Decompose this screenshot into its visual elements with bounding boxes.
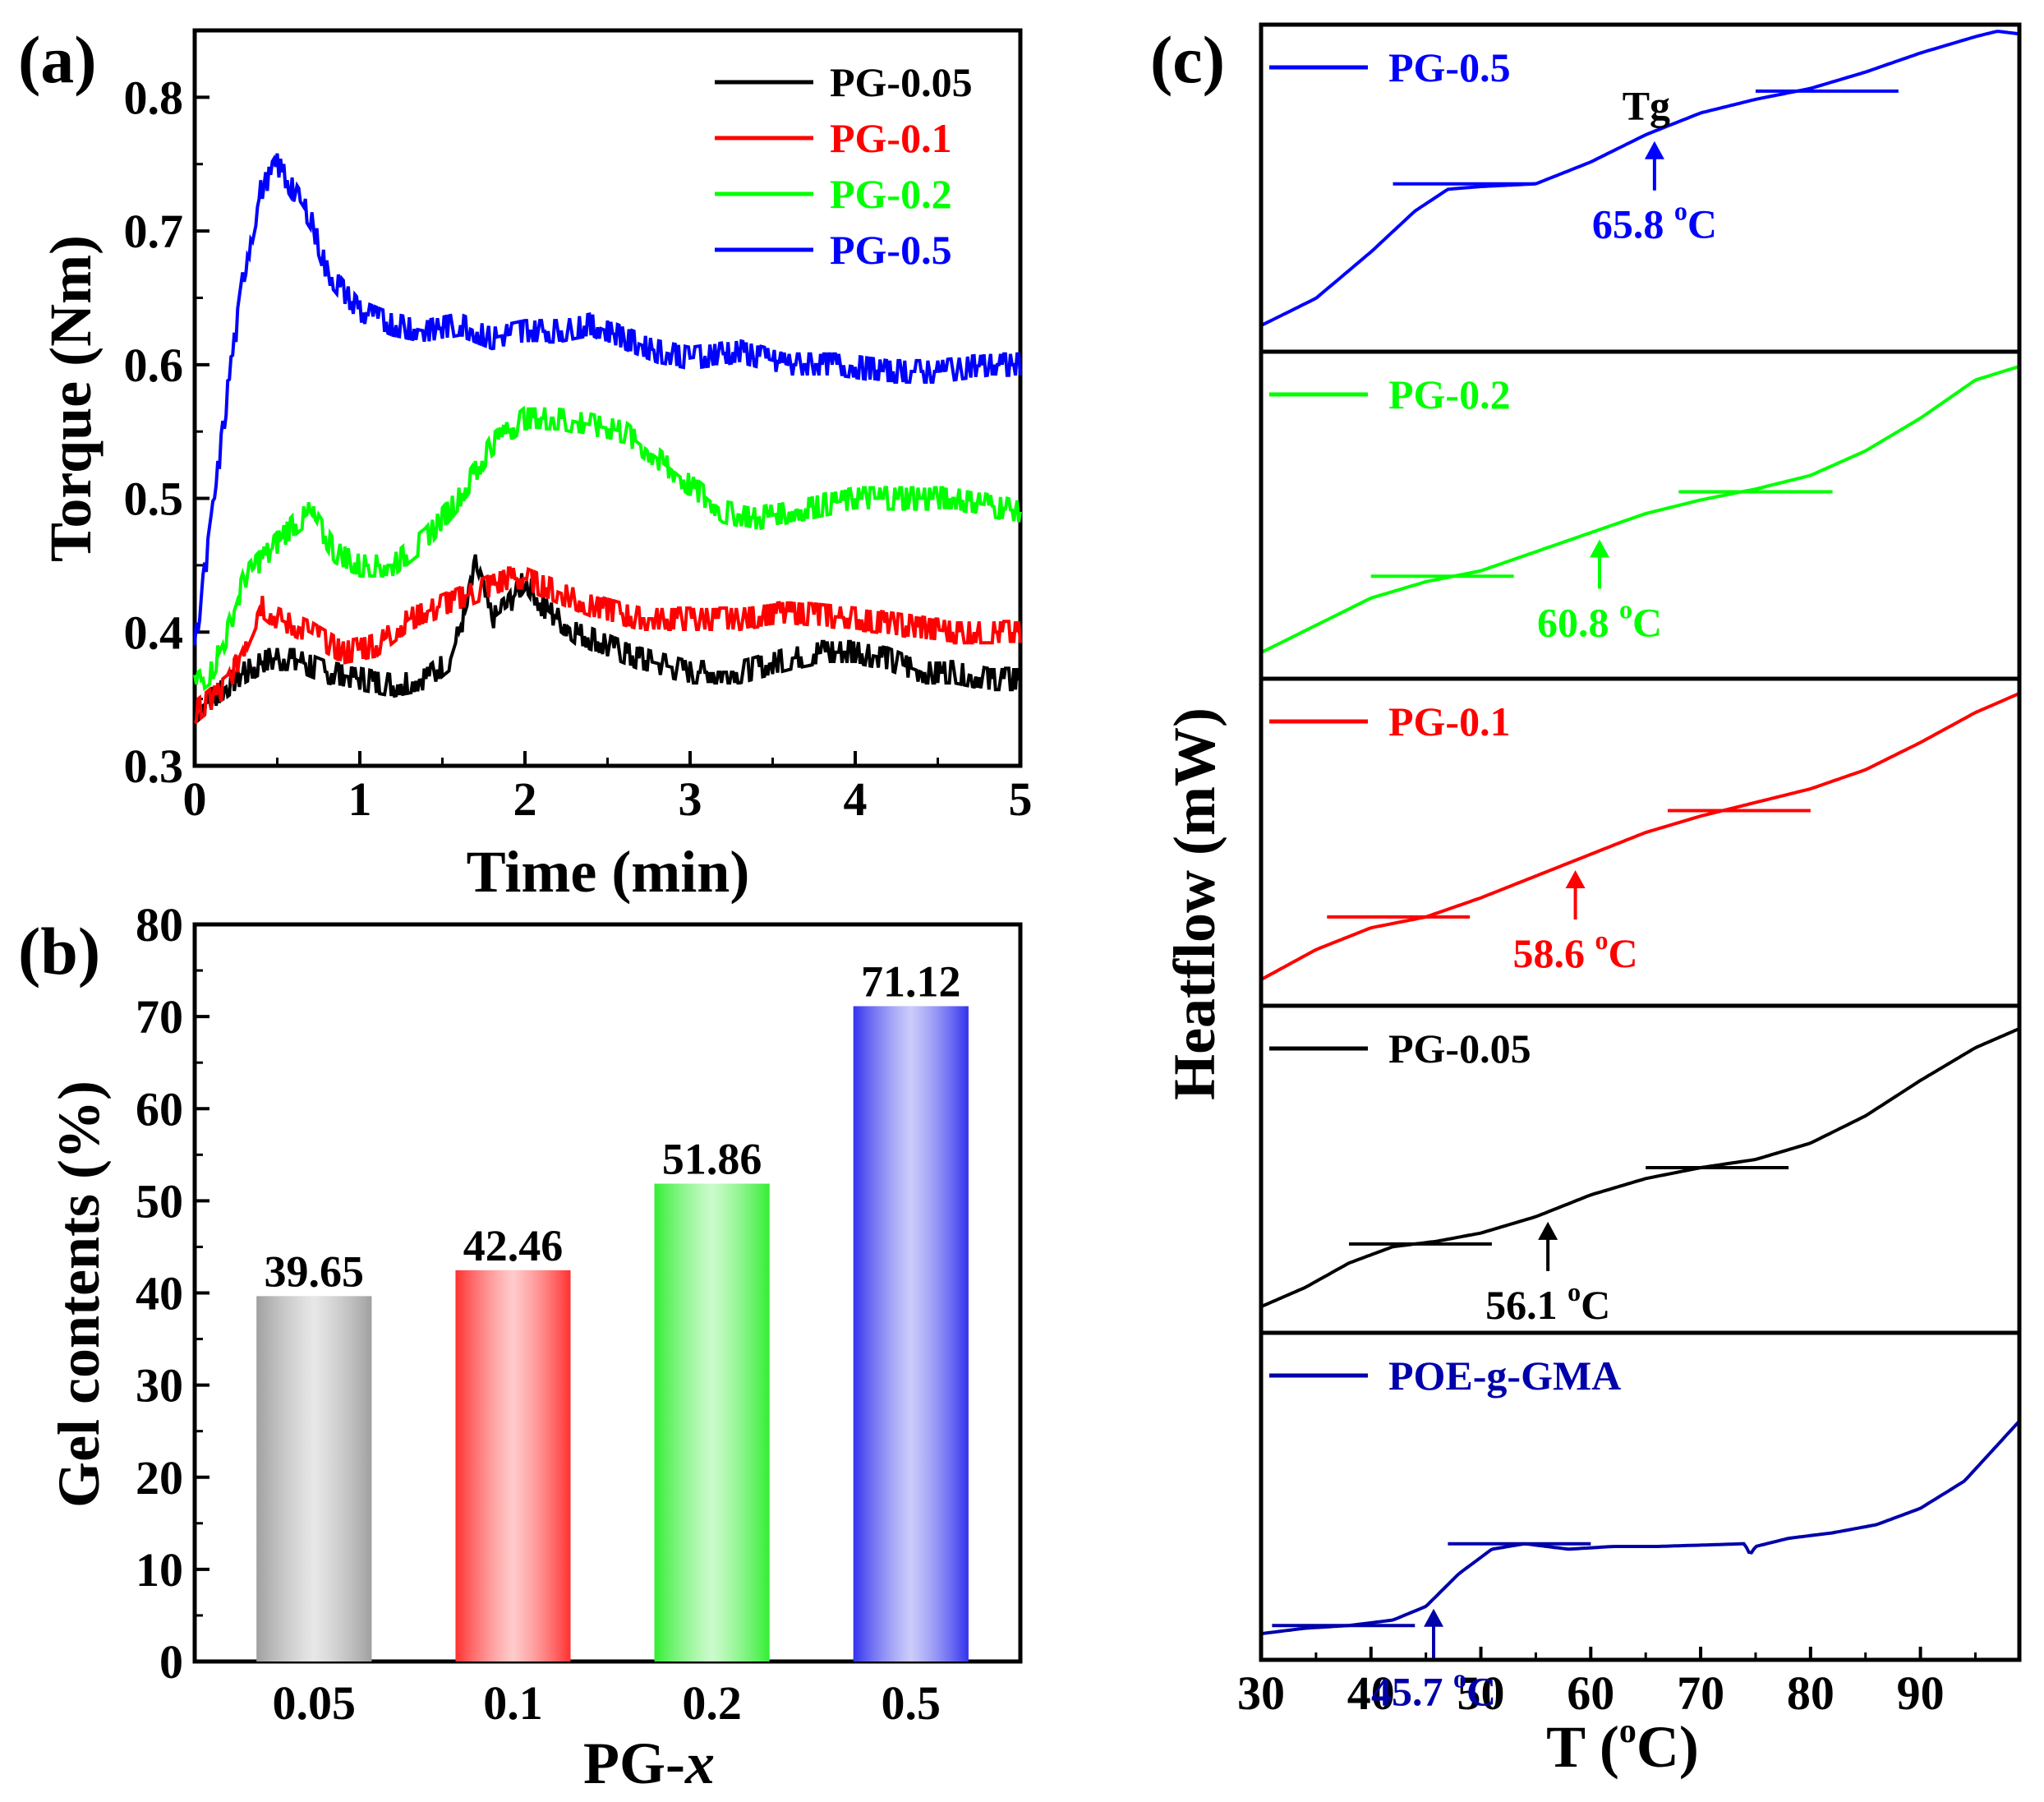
- x-tick-label: 60: [1567, 1666, 1614, 1720]
- panel-label-c: (c): [1150, 22, 1225, 97]
- y-tick-label: 0.8: [124, 71, 184, 124]
- y-tick-label: 30: [136, 1359, 183, 1413]
- x-tick-label: 5: [1009, 772, 1033, 826]
- y-tick-label: 10: [136, 1543, 183, 1597]
- series-line-PG-0.1: [193, 566, 1022, 725]
- gel-x-axis-title: PG-x: [583, 1731, 715, 1796]
- y-tick-label: 0.3: [124, 740, 184, 793]
- dsc-y-axis-title: Heatflow (mW): [1162, 707, 1227, 1100]
- torque-chart: Time (min) Torque (Nm) 0 1 2 3 4 5 0.3 0.4 0.5 0.…: [38, 28, 1033, 905]
- x-tick-label: 50: [1457, 1666, 1505, 1720]
- panel-label-a: (a): [18, 22, 97, 97]
- x-tick-label: 2: [513, 772, 537, 826]
- bar-value-label: 51.86: [662, 1135, 762, 1184]
- x-tick-label: 0.2: [682, 1676, 742, 1730]
- torque-axis-ticks: 0 1 2 3 4 5 0.3 0.4 0.5 0.6 0.7 0.8: [124, 29, 1033, 826]
- x-tick-label: 90: [1897, 1666, 1945, 1720]
- dsc-trace-PG-0.1: PG-0.1 58.6 oC: [1260, 692, 2020, 981]
- tg-value-label: 45.7 oC: [1371, 1664, 1496, 1715]
- x-tick-label: 0.5: [882, 1676, 941, 1730]
- tg-arrow-head: [1538, 1221, 1558, 1240]
- dsc-trace-PG-0.5: PG-0.5 Tg 65.8 oC: [1260, 30, 2020, 327]
- bar-value-label: 42.46: [463, 1221, 564, 1270]
- tg-value-label: 56.1 oC: [1485, 1277, 1610, 1328]
- dsc-plot-frame: [1259, 22, 2022, 1662]
- x-tick-label: 80: [1787, 1666, 1835, 1720]
- heatflow-curve: [1260, 1027, 2020, 1309]
- dsc-trace-PG-0.05: PG-0.05 56.1 oC: [1260, 1025, 2020, 1328]
- series-line-PG-0.2: [193, 405, 1022, 692]
- heatflow-curve: [1260, 1420, 2021, 1636]
- legend-label: PG-0.5: [1388, 44, 1511, 90]
- legend-label: POE-g-GMA: [1388, 1353, 1621, 1399]
- bar-shine-0.1: [455, 1270, 571, 1661]
- torque-x-axis-title: Time (min): [467, 839, 750, 905]
- legend-label: PG-0.2: [1388, 371, 1511, 417]
- x-tick-label: 0.05: [273, 1676, 357, 1730]
- y-tick-label: 50: [136, 1174, 183, 1228]
- tg-arrow-head: [1644, 141, 1664, 159]
- legend-label: PG-0.05: [1388, 1025, 1531, 1072]
- bar-shine-0.05: [256, 1296, 372, 1661]
- gel-bars: 39.65 42.46 51.86 71.12: [256, 957, 969, 1661]
- tg-arrow-head: [1565, 870, 1586, 889]
- tg-value-label: 58.6 oC: [1513, 925, 1638, 976]
- y-tick-label: 70: [136, 990, 183, 1044]
- bar-shine-0.5: [853, 1006, 969, 1661]
- tg-value-label: 60.8 oC: [1537, 595, 1662, 646]
- y-tick-label: 0.4: [124, 606, 184, 659]
- y-tick-label: 60: [136, 1082, 183, 1136]
- torque-legend: PG-0.05 PG-0.1 PG-0.2 PG-0.5: [715, 59, 973, 273]
- heatflow-curve: [1260, 30, 2020, 327]
- dsc-curves: PG-0.5 Tg 65.8 oC PG-0.2 60.8 oC PG-0.1 58.6 o…: [1260, 30, 2021, 1715]
- tg-value-label: 65.8 oC: [1592, 196, 1717, 247]
- heatflow-curve: [1260, 364, 2020, 654]
- dsc-x-axis-title: T (oC): [1546, 1712, 1699, 1780]
- y-tick-label: 0: [159, 1635, 183, 1689]
- dsc-chart: T (oC) Heatflow (mW) 30 40 50 60 70 80 90 PG-0…: [1162, 22, 2022, 1780]
- legend-label: PG-0.2: [830, 171, 952, 217]
- x-tick-label: 0.1: [483, 1676, 543, 1730]
- series-line-PG-0.05: [193, 554, 1020, 724]
- tg-arrow-head: [1424, 1608, 1444, 1627]
- gel-y-axis-title: Gel contents (%): [46, 1081, 112, 1508]
- torque-y-axis-title: Torque (Nm): [38, 235, 104, 562]
- series-line-PG-0.5: [193, 153, 1022, 646]
- legend-label: PG-0.05: [830, 59, 973, 105]
- x-tick-label: 3: [679, 772, 702, 826]
- gel-axis-ticks: 0 10 20 30 40 50 60 70 80 0.05 0.1 0.2 0.5: [136, 898, 941, 1730]
- panel-label-b: (b): [18, 914, 100, 989]
- dsc-trace-PG-0.2: PG-0.2 60.8 oC: [1260, 364, 2020, 654]
- x-tick-label: 1: [348, 772, 372, 826]
- bar-shine-0.2: [654, 1183, 770, 1661]
- legend-label: PG-0.1: [830, 115, 952, 161]
- y-tick-label: 0.7: [124, 205, 184, 258]
- y-tick-label: 0.6: [124, 339, 184, 392]
- bar-value-label: 39.65: [265, 1247, 365, 1296]
- y-tick-label: 20: [136, 1451, 183, 1505]
- y-tick-label: 0.5: [124, 472, 184, 526]
- x-tick-label: 30: [1237, 1666, 1285, 1720]
- gel-content-chart: PG-x Gel contents (%) 010203040506070800…: [46, 898, 1023, 1796]
- x-tick-label: 40: [1347, 1666, 1395, 1720]
- legend-label: PG-0.1: [1388, 698, 1511, 744]
- x-tick-label: 70: [1677, 1666, 1724, 1720]
- bar-value-label: 71.12: [861, 957, 961, 1007]
- tg-arrow-head: [1590, 539, 1610, 558]
- x-tick-label: 4: [844, 772, 868, 826]
- dsc-axis-ticks: 30 40 50 60 70 80 90: [1237, 1647, 1977, 1720]
- tg-note: Tg: [1623, 83, 1670, 129]
- legend-label: PG-0.5: [830, 227, 952, 273]
- heatflow-curve: [1260, 692, 2020, 981]
- y-tick-label: 80: [136, 898, 183, 952]
- dsc-trace-POE-g-GMA: POE-g-GMA 45.7 oC: [1260, 1353, 2021, 1715]
- torque-series: [193, 153, 1022, 725]
- y-tick-label: 40: [136, 1267, 183, 1320]
- x-tick-label: 0: [183, 772, 207, 826]
